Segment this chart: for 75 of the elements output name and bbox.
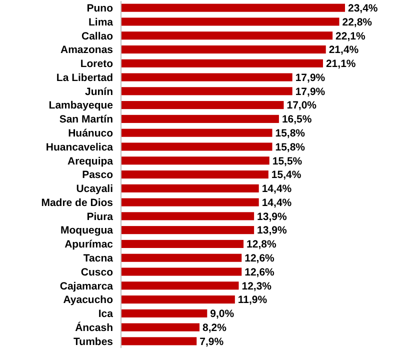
data-label: 21,1% <box>326 58 356 70</box>
y-tick-label: Áncash <box>75 320 113 334</box>
data-label: 17,9% <box>295 86 326 98</box>
y-tick-label: Madre de Dios <box>41 196 114 209</box>
bar <box>121 32 333 40</box>
bar <box>121 198 259 206</box>
data-label: 14,4% <box>262 183 292 196</box>
bar <box>121 309 208 318</box>
bar <box>121 337 197 346</box>
data-label: 12,6% <box>244 266 276 278</box>
data-label: 15,5% <box>272 155 303 168</box>
y-tick-label: Callao <box>81 30 113 42</box>
y-tick-label: Apurímac <box>64 238 114 251</box>
bar <box>121 4 345 12</box>
data-label: 11,9% <box>238 294 268 306</box>
bar <box>121 59 323 68</box>
y-tick-label: Ica <box>98 308 114 320</box>
data-label: 21,4% <box>328 44 360 56</box>
y-tick-label: Ayacucho <box>63 294 113 306</box>
data-label: 22,1% <box>336 30 366 42</box>
y-tick-label: Tacna <box>83 252 114 265</box>
y-tick-label: Moquegua <box>60 224 114 237</box>
y-tick-label: Lambayeque <box>48 100 114 112</box>
bar <box>121 114 279 123</box>
y-tick-label: La Libertad <box>56 72 113 84</box>
y-tick-label: Huánuco <box>68 128 113 140</box>
bar <box>121 73 292 82</box>
data-label: 15,8% <box>275 128 306 140</box>
data-label: 12,3% <box>242 280 272 292</box>
bar <box>121 295 235 304</box>
y-tick-label: Arequipa <box>67 155 114 168</box>
y-tick-label: Huancavelica <box>46 141 114 154</box>
data-label: 15,8% <box>275 141 306 154</box>
bar <box>121 184 259 192</box>
bar <box>121 323 200 332</box>
bar <box>121 128 272 137</box>
bar <box>121 212 254 220</box>
data-label: 16,5% <box>282 114 312 126</box>
y-tick-label: Ucayali <box>76 183 114 196</box>
y-tick-label: Puno <box>86 2 113 14</box>
bar <box>121 87 292 96</box>
data-label: 9,0% <box>210 308 235 320</box>
data-label: 22,8% <box>342 16 373 28</box>
bar <box>121 45 326 54</box>
bar <box>121 268 242 276</box>
y-tick-label: Cusco <box>80 266 113 278</box>
bar <box>121 142 272 151</box>
data-label: 17,0% <box>286 100 318 112</box>
bar <box>121 254 242 262</box>
y-tick-label: Tumbes <box>74 336 114 348</box>
bar <box>121 282 239 290</box>
y-tick-label: Pasco <box>82 169 113 182</box>
y-tick-label: Amazonas <box>60 44 114 56</box>
data-label: 12,6% <box>244 252 276 265</box>
data-label: 7,9% <box>200 336 224 348</box>
data-label: 15,4% <box>271 169 302 182</box>
data-label: 23,4% <box>348 2 378 14</box>
y-tick-label: Loreto <box>80 58 113 70</box>
y-tick-label: Piura <box>86 210 114 223</box>
data-label: 17,9% <box>295 72 326 84</box>
y-tick-label: San Martín <box>59 114 113 126</box>
y-tick-label: Cajamarca <box>60 280 114 292</box>
data-label: 13,9% <box>257 224 288 237</box>
bar <box>121 170 268 179</box>
y-tick-label: Junín <box>85 86 113 98</box>
data-label: 13,9% <box>257 210 288 223</box>
data-label: 12,8% <box>246 238 277 251</box>
bar <box>121 101 284 110</box>
bar <box>121 240 244 248</box>
bar <box>121 226 254 234</box>
data-label: 8,2% <box>202 322 228 334</box>
bar <box>121 18 340 26</box>
bar <box>121 156 270 165</box>
data-label: 14,4% <box>262 196 292 209</box>
y-tick-label: Lima <box>88 16 114 28</box>
